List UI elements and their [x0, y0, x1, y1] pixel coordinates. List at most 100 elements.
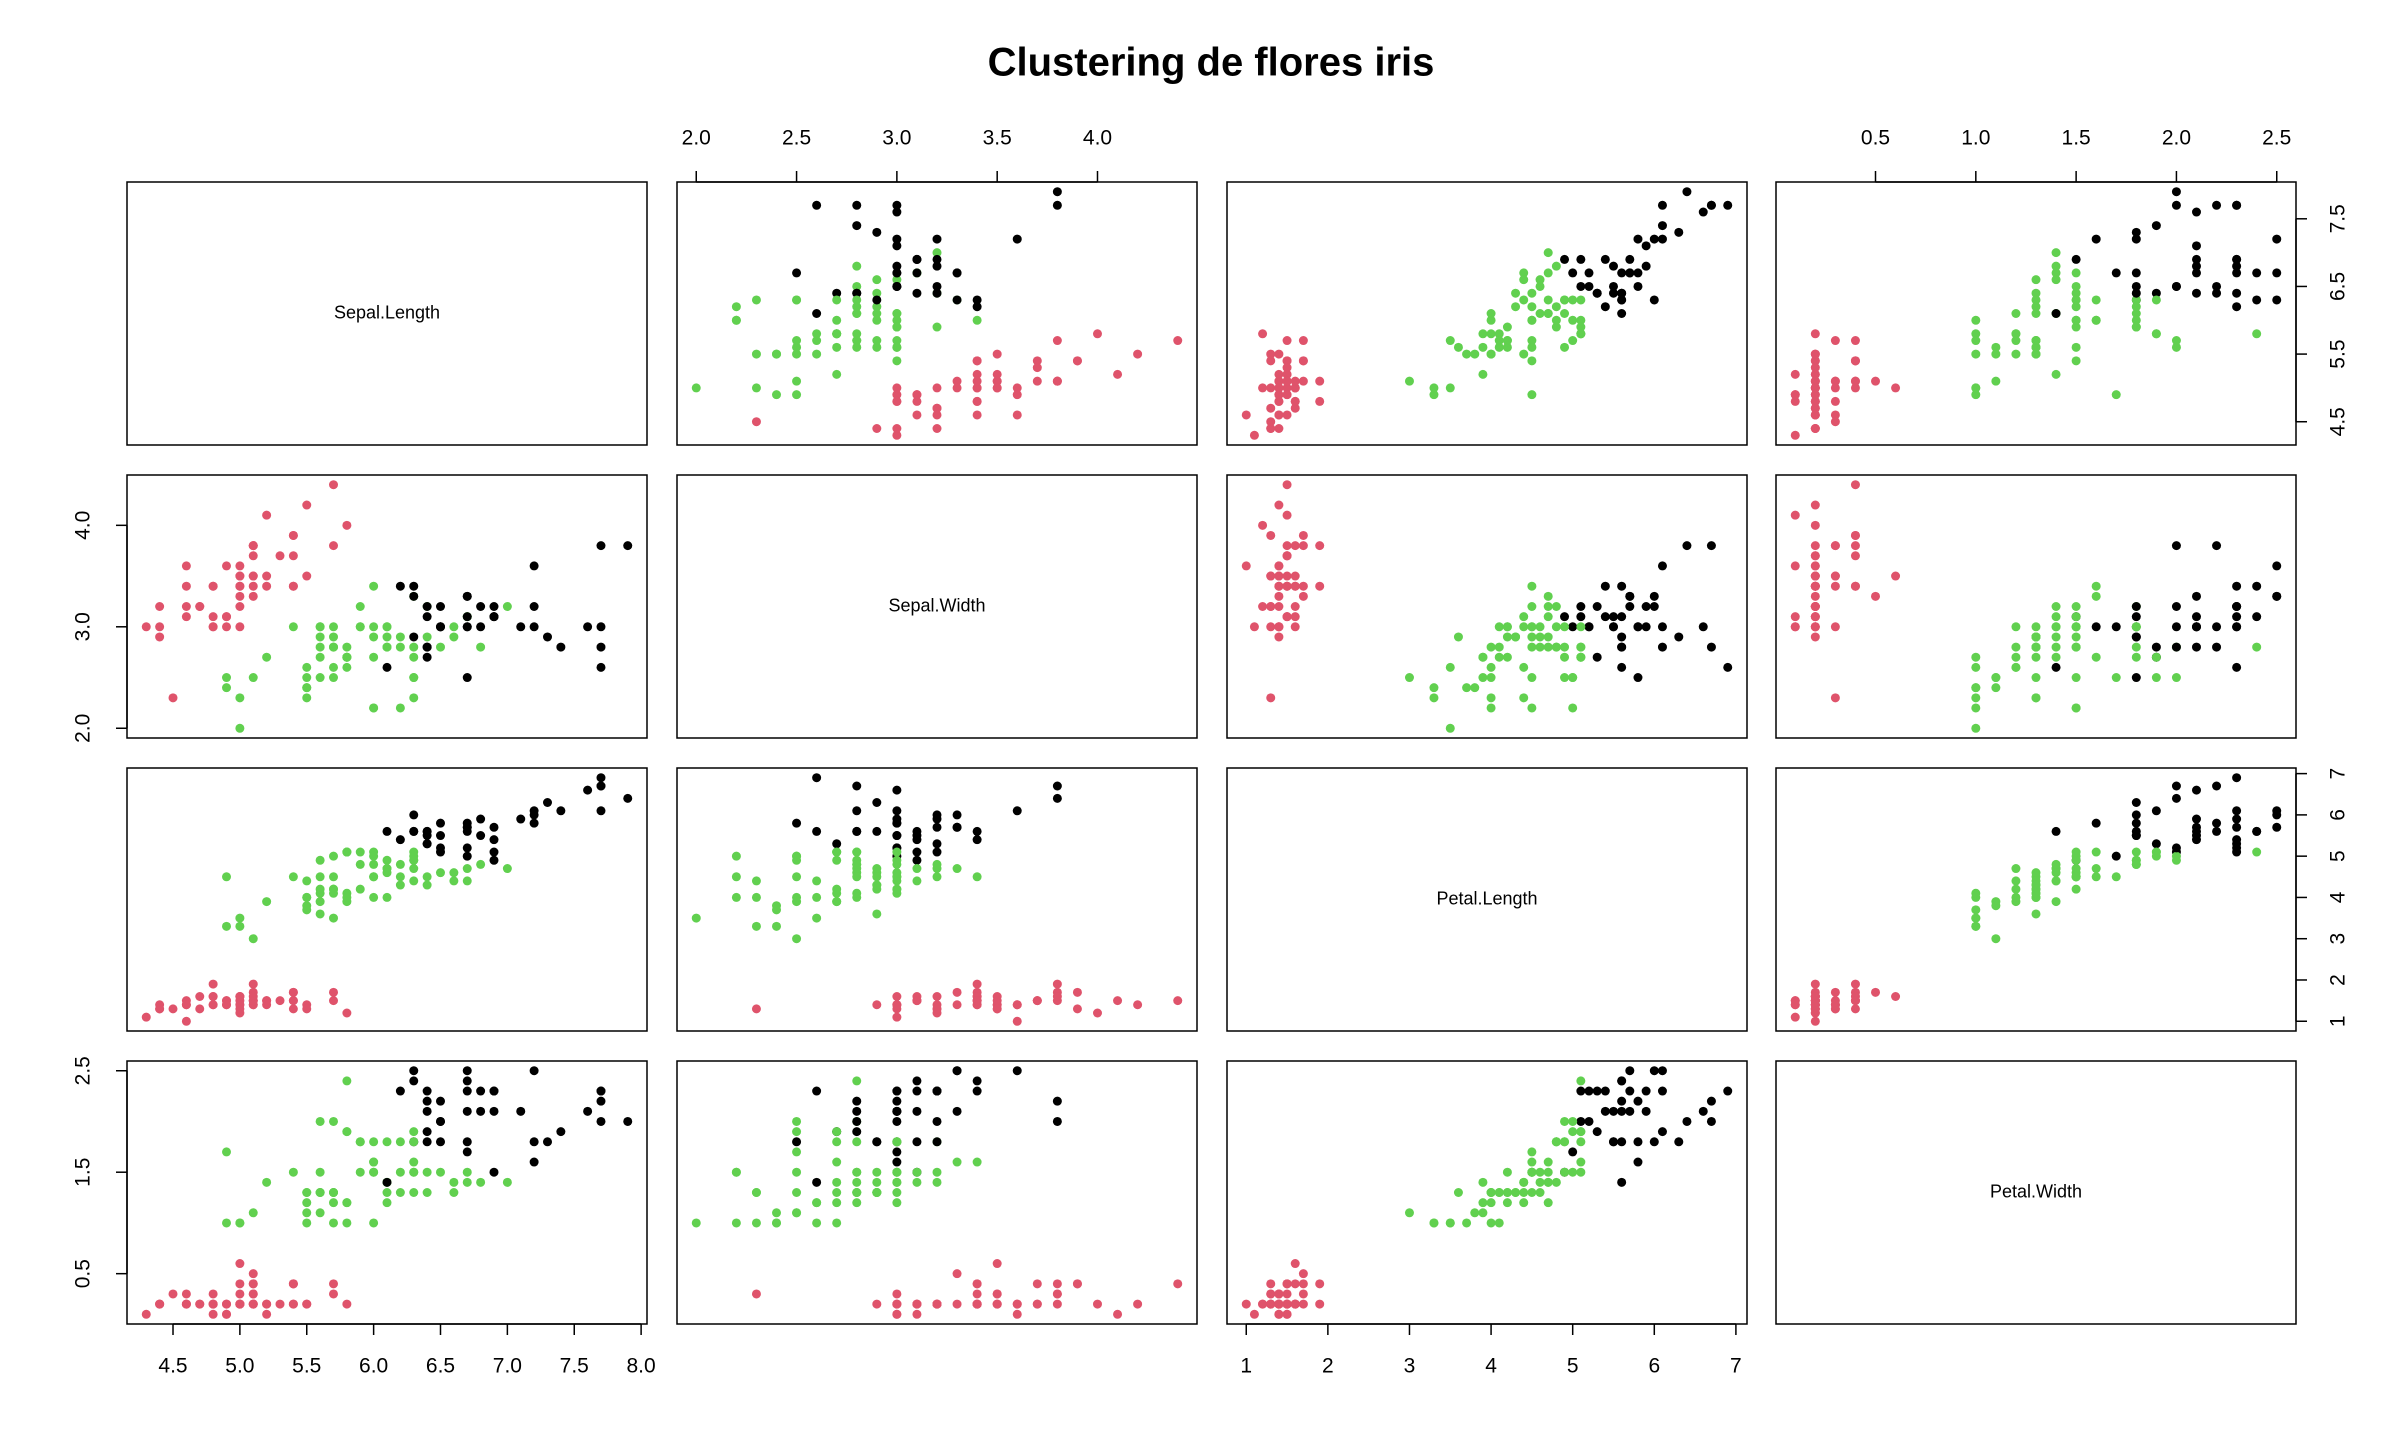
point: [2051, 826, 2061, 836]
point: [1032, 363, 1042, 373]
x-tick-label: 4.5: [158, 1355, 187, 1378]
point: [912, 847, 922, 857]
point: [1519, 295, 1529, 305]
point: [1891, 571, 1901, 581]
point: [812, 892, 822, 902]
point: [422, 1127, 432, 1137]
point: [1657, 642, 1667, 652]
point: [1445, 723, 1455, 733]
point: [1810, 403, 1820, 413]
point: [1315, 376, 1325, 386]
point: [832, 315, 842, 325]
point: [2011, 349, 2021, 359]
point: [1706, 642, 1716, 652]
point: [623, 793, 633, 803]
point: [751, 921, 761, 931]
point: [248, 581, 258, 591]
panel: [126, 181, 648, 446]
point: [1315, 1299, 1325, 1309]
point: [1502, 336, 1512, 346]
x-tick-label: 2.5: [782, 127, 811, 150]
point: [972, 979, 982, 989]
point: [1470, 683, 1480, 693]
point: [1519, 268, 1529, 278]
point: [932, 859, 942, 869]
point: [395, 1188, 405, 1197]
point: [1625, 1106, 1635, 1116]
point: [2272, 561, 2282, 571]
point: [1290, 1299, 1300, 1309]
point: [2191, 826, 2201, 836]
point: [1543, 295, 1553, 305]
point: [792, 872, 802, 882]
point: [892, 991, 902, 1001]
point: [1266, 1289, 1276, 1299]
point: [932, 822, 942, 832]
point: [529, 602, 539, 611]
point: [2091, 864, 2101, 874]
point: [2071, 864, 2081, 874]
point: [1617, 288, 1627, 298]
point: [1274, 561, 1284, 571]
point: [812, 1177, 822, 1187]
point: [1617, 309, 1627, 318]
point: [2212, 200, 2222, 210]
point: [369, 851, 379, 861]
point: [2191, 254, 2201, 264]
point: [462, 1066, 472, 1076]
point: [1592, 652, 1602, 662]
point: [1633, 622, 1643, 632]
panel: [1226, 181, 1748, 446]
point: [2091, 581, 2101, 591]
point: [369, 1137, 379, 1147]
point: [731, 1167, 741, 1177]
point: [2232, 773, 2242, 783]
point: [1052, 1289, 1062, 1299]
point: [2272, 591, 2282, 601]
point: [489, 602, 499, 611]
point: [1543, 632, 1553, 642]
point: [1790, 1000, 1800, 1010]
point: [2031, 349, 2041, 359]
point: [2091, 652, 2101, 662]
point: [409, 826, 419, 836]
point: [1527, 602, 1537, 611]
point: [812, 349, 822, 359]
point: [852, 336, 862, 346]
point: [892, 309, 902, 318]
point: [812, 1218, 822, 1228]
point: [2252, 612, 2262, 622]
point: [2191, 642, 2201, 652]
point: [155, 602, 165, 611]
point: [751, 349, 761, 359]
point: [1298, 1269, 1308, 1279]
point: [1810, 571, 1820, 581]
point: [1298, 376, 1308, 386]
point: [2171, 781, 2181, 791]
point: [1527, 336, 1537, 346]
point: [542, 1137, 552, 1147]
x-tick-label: 6.5: [426, 1355, 455, 1378]
point: [1810, 612, 1820, 622]
point: [382, 1177, 392, 1187]
point: [489, 847, 499, 857]
chart-title: Clustering de flores iris: [988, 41, 1435, 85]
point: [248, 591, 258, 601]
y-tick-label: 2.0: [72, 714, 95, 743]
point: [2031, 880, 2041, 890]
panel: [1775, 1060, 2297, 1325]
point: [1810, 622, 1820, 632]
point: [1133, 1000, 1143, 1010]
point: [2191, 591, 2201, 601]
point: [1649, 234, 1659, 244]
point: [912, 1086, 922, 1096]
point: [1568, 315, 1578, 325]
point: [972, 1279, 982, 1289]
point: [2191, 622, 2201, 632]
point: [1871, 987, 1881, 997]
y-tick-label: 5.5: [2327, 339, 2350, 368]
point: [2232, 288, 2242, 298]
panel: [676, 1060, 1198, 1325]
point: [235, 693, 245, 703]
